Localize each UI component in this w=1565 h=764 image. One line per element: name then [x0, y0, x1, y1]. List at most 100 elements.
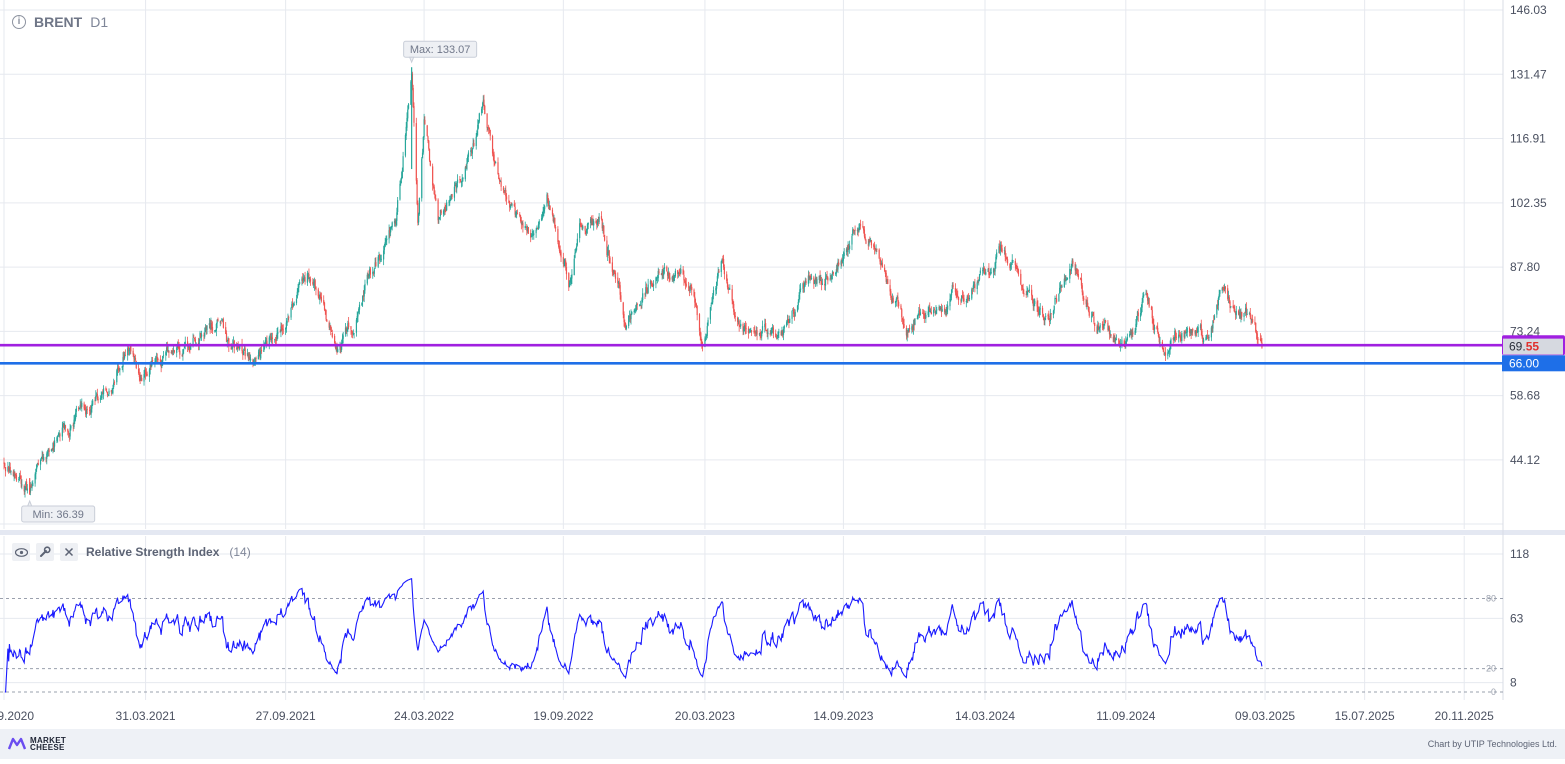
candle-body [601, 219, 603, 229]
candle-body [1082, 292, 1084, 299]
candle-body [24, 486, 26, 493]
candle-body [1112, 336, 1114, 343]
candle-body [325, 309, 327, 320]
candle-body [351, 332, 354, 334]
candle-body [9, 466, 11, 472]
candle-body [592, 220, 594, 226]
candle-body [1224, 286, 1226, 290]
candle-body [299, 281, 301, 285]
candle-body [1081, 285, 1083, 293]
candle-body [113, 382, 115, 388]
candle-body [467, 152, 470, 157]
candle-body [1017, 269, 1020, 275]
candle-body [363, 290, 365, 297]
candle-body [1004, 250, 1006, 257]
candle-body [111, 392, 113, 394]
candle-body [614, 271, 616, 274]
candle-body [652, 284, 655, 286]
candle-body [974, 284, 976, 289]
candle-body [841, 261, 843, 263]
candle-body [148, 369, 151, 377]
candle-body [432, 166, 434, 186]
candle-body [782, 331, 784, 334]
candle-body [1125, 340, 1128, 342]
candle-body [282, 329, 284, 331]
candle-body [462, 178, 464, 179]
candle-body [353, 333, 355, 335]
candle-body [368, 275, 370, 277]
candle-body [37, 462, 39, 466]
candle-body [1257, 339, 1259, 340]
candle-body [291, 304, 293, 308]
candle-body [690, 285, 692, 287]
candle-body [995, 256, 997, 264]
candle-body [477, 120, 480, 125]
candle-body [537, 227, 539, 229]
candle-body [900, 305, 902, 310]
candle-body [835, 273, 837, 275]
candle-body [440, 210, 442, 214]
info-icon[interactable]: i [12, 15, 26, 29]
candle-body [699, 331, 701, 337]
candle-body [184, 341, 186, 346]
candle-body [1135, 323, 1137, 331]
candle-body [277, 332, 279, 334]
candle-body [687, 286, 690, 288]
candle-body [1240, 312, 1242, 318]
candle-body [64, 425, 67, 429]
candle-body [950, 295, 952, 298]
candle-body [584, 226, 586, 231]
candle-body [843, 252, 845, 257]
candle-body [18, 475, 21, 480]
candle-body [18, 479, 20, 480]
candle-body [1096, 326, 1098, 333]
candle-body [842, 259, 844, 262]
candle-body [1143, 294, 1145, 297]
candle-body [742, 324, 744, 332]
candle-body [677, 270, 679, 275]
y-tick-label: 73.24 [1510, 324, 1540, 338]
credit-text: Chart by UTIP Technologies Ltd. [1427, 739, 1557, 749]
candle-body [642, 293, 644, 301]
candle-body [390, 226, 393, 229]
candle-body [315, 287, 317, 290]
candle-body [589, 218, 592, 223]
candle-body [727, 286, 729, 290]
candle-body [791, 310, 793, 319]
candle-body [968, 298, 970, 300]
candle-body [208, 323, 210, 326]
candle-body [767, 332, 769, 335]
candle-body [178, 347, 180, 351]
candle-body [428, 148, 431, 161]
candle-body [1227, 288, 1229, 299]
candle-body [225, 327, 227, 334]
candle-body [206, 325, 208, 330]
candle-body [938, 306, 940, 310]
candle-body [307, 273, 309, 275]
eye-icon[interactable] [12, 543, 30, 561]
candle-body [783, 326, 785, 329]
candle-body [633, 310, 635, 312]
candle-body [432, 185, 435, 187]
candle-body [1027, 290, 1030, 292]
candle-body [279, 331, 281, 333]
candle-body [130, 346, 132, 352]
candle-body [1259, 338, 1261, 341]
brand-logo[interactable]: MARKET CHEESE [8, 737, 66, 752]
candle-body [86, 409, 88, 411]
candle-body [428, 140, 430, 149]
candle-body [200, 333, 202, 337]
candle-body [673, 275, 676, 277]
close-icon[interactable] [60, 543, 78, 561]
candle-body [808, 275, 810, 280]
candle-body [236, 347, 238, 349]
candle-body [1213, 319, 1215, 321]
wrench-icon[interactable] [36, 543, 54, 561]
x-tick-label: 15.07.2025 [1335, 709, 1395, 723]
candle-body [205, 326, 207, 330]
candle-body [336, 347, 338, 353]
candle-body [750, 331, 752, 332]
candle-body [590, 217, 592, 226]
candle-body [502, 187, 505, 191]
